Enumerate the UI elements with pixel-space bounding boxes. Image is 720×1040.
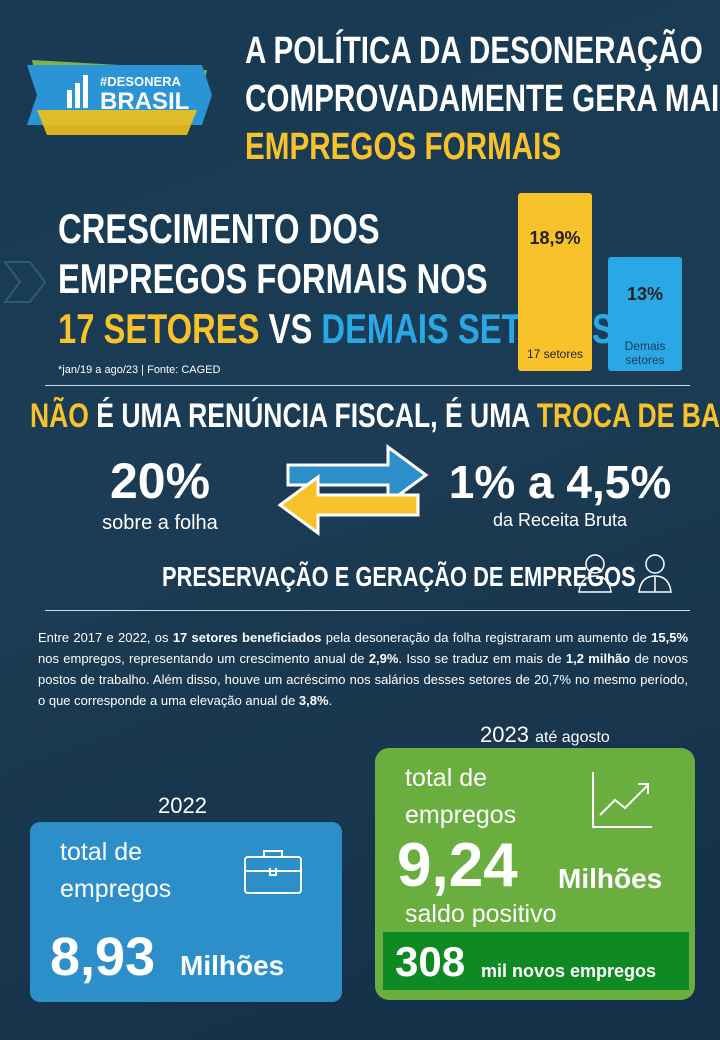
- right-value: 1% a 4,5%: [448, 456, 672, 508]
- bar-label: Demais setores: [624, 339, 666, 367]
- paragraph-part: 15,5%: [651, 630, 689, 645]
- people-icons: [578, 554, 672, 593]
- divider: [45, 610, 690, 611]
- box-unit: Milhões: [558, 863, 663, 894]
- divider: [45, 385, 690, 386]
- paragraph-part: .: [328, 693, 333, 708]
- title-highlight: EMPREGOS FORMAIS: [245, 126, 562, 168]
- paragraph-part: 3,8%: [298, 693, 329, 708]
- paragraph: Entre 2017 e 2022, os 17 setores benefic…: [38, 627, 688, 711]
- logo-tag: #DESONERA: [100, 74, 181, 89]
- vs: VS: [268, 305, 313, 352]
- box-unit: Milhões: [180, 950, 285, 981]
- paragraph-part: 17 setores beneficiados: [172, 630, 322, 645]
- chevron: [3, 261, 47, 303]
- saldo: saldo positivo: [405, 900, 557, 928]
- tax-heading: NÃO É UMA RENÚNCIA FISCAL, É UMA TROCA D…: [30, 397, 720, 436]
- briefcase-icon: [244, 850, 302, 894]
- exchange-arrows: [277, 444, 429, 536]
- year: 2023: [480, 722, 529, 747]
- box-2023: total de empregos 9,24 Milhões saldo pos…: [375, 748, 695, 1000]
- heading-part: NÃO: [30, 397, 89, 435]
- box-value: 8,93: [50, 927, 156, 987]
- bar: 18,9% 17 setores: [518, 193, 592, 371]
- box-label: total de empregos: [405, 764, 517, 829]
- heading-part: TROCA DE BASE TRIBUTÁRIA: [536, 397, 720, 435]
- bar-label: 17 setores: [526, 347, 584, 361]
- bar-value: 18,9%: [529, 228, 581, 248]
- preservation: PRESERVAÇÃO E GERAÇÃO DE EMPREGOS: [162, 561, 636, 592]
- title-line: COMPROVADAMENTE GERA MAIS: [245, 78, 720, 120]
- year-note: até agosto: [535, 729, 610, 746]
- left-value: 20%: [109, 453, 211, 509]
- paragraph-part: 1,2 milhão: [565, 651, 631, 666]
- year: 2022: [158, 793, 207, 818]
- title-line: A POLÍTICA DA DESONERAÇÃO: [245, 30, 703, 72]
- paragraph-part: nos empregos, representando um crescimen…: [38, 651, 369, 666]
- saldo-box: [383, 932, 689, 990]
- box-value: 9,24: [397, 831, 518, 900]
- bar-value: 13%: [626, 284, 664, 304]
- bar: 13% Demais setores: [608, 257, 682, 371]
- logo: [27, 60, 212, 135]
- box-label: total de empregos: [60, 838, 172, 903]
- paragraph-part: de novos postos de trabalho. Além disso,…: [38, 651, 688, 708]
- paragraph-part: 2,9%: [368, 651, 399, 666]
- growth-heading: EMPREGOS FORMAIS NOS: [58, 255, 488, 302]
- heading-part: É UMA RENÚNCIA FISCAL, É UMA: [88, 397, 537, 435]
- box-2022: total de empregos 8,93 Milhões: [30, 822, 342, 1002]
- new-unit: mil novos empregos: [481, 961, 657, 981]
- new-value: 308: [395, 938, 466, 985]
- left-note: sobre a folha: [102, 512, 218, 534]
- growth-heading: CRESCIMENTO DOS: [58, 205, 380, 252]
- growth-icon: [592, 772, 652, 828]
- highlight-a: 17 SETORES: [58, 305, 260, 352]
- right-note: da Receita Bruta: [492, 510, 628, 530]
- logo-brand: BRASIL: [100, 88, 190, 115]
- paragraph-part: Entre 2017 e 2022, os: [38, 630, 173, 645]
- source-note: *jan/19 a ago/23 | Fonte: CAGED: [58, 364, 221, 376]
- paragraph-part: pela desoneração da folha registraram um…: [321, 630, 652, 645]
- paragraph-part: . Isso se traduz em mais de: [398, 651, 566, 666]
